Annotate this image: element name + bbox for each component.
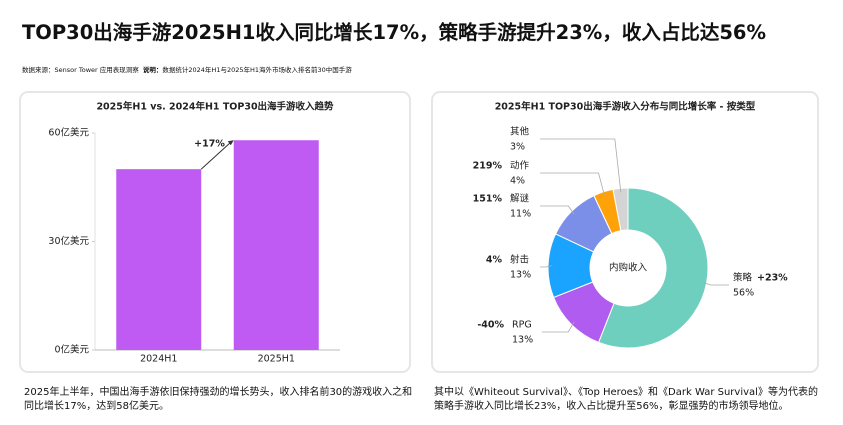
caption: 2025年上半年，中国出海手游依旧保持强劲的增长势头，收入排名前30的游戏收入之…	[24, 387, 413, 412]
bar	[116, 169, 202, 350]
y-tick-label: 60亿美元	[48, 127, 89, 139]
category-label: 其他	[510, 126, 530, 138]
annotation: +17%	[194, 139, 225, 150]
leader-line	[540, 138, 622, 193]
value-label: 11%	[510, 209, 531, 220]
leader-line	[540, 265, 553, 268]
value-label: 56%	[733, 288, 754, 299]
value-label: 3%	[510, 142, 525, 153]
donut-hole	[590, 230, 666, 306]
annotation-arrow	[200, 141, 232, 170]
growth-label: +23%	[757, 273, 788, 284]
value-label: 13%	[512, 335, 533, 346]
growth-label: 4%	[486, 255, 503, 266]
leader-line	[702, 281, 729, 286]
growth-label: -40%	[477, 320, 504, 331]
value-label: 4%	[510, 176, 525, 187]
category-label: 动作	[510, 160, 530, 172]
y-tick-label: 0亿美元	[54, 344, 89, 356]
leader-line	[542, 321, 575, 333]
source-line: 数据来源：Sensor Tower 应用表现洞察 说明：数据统计2024年H1与…	[22, 64, 352, 74]
value-label: 13%	[510, 270, 531, 281]
center-label: 内购收入	[609, 262, 648, 274]
chart-title: 2025年H1 TOP30出海手游收入分布与同比增长率 - 按类型	[495, 101, 756, 113]
source: 数据来源：Sensor Tower 应用表现洞察	[22, 66, 139, 74]
arrow-head	[227, 140, 234, 146]
leader-line	[540, 172, 605, 196]
leader-line	[540, 205, 575, 215]
note-label: 说明：	[142, 66, 163, 74]
category-label: 策略	[733, 272, 753, 284]
chart-title: 2025年H1 vs. 2024年H1 TOP30出海手游收入趋势	[96, 101, 334, 113]
category-label: RPG	[512, 320, 532, 331]
note: 数据统计2024年H1与2025年H1海外市场收入排名前30中国手游	[162, 66, 352, 74]
x-tick-label: 2024H1	[140, 354, 177, 365]
caption: 其中以《Whiteout Survival》、《Top Heroes》和《Dar…	[434, 387, 818, 412]
growth-label: 151%	[473, 194, 503, 205]
y-tick-label: 30亿美元	[48, 235, 89, 247]
growth-label: 219%	[473, 161, 503, 172]
x-tick-label: 2025H1	[258, 354, 295, 365]
category-label: 解谜	[510, 193, 530, 205]
page-title: TOP30出海手游2025H1收入同比增长17%，策略手游提升23%，收入占比达…	[22, 21, 766, 44]
bar	[233, 140, 319, 350]
category-label: 射击	[510, 254, 529, 266]
